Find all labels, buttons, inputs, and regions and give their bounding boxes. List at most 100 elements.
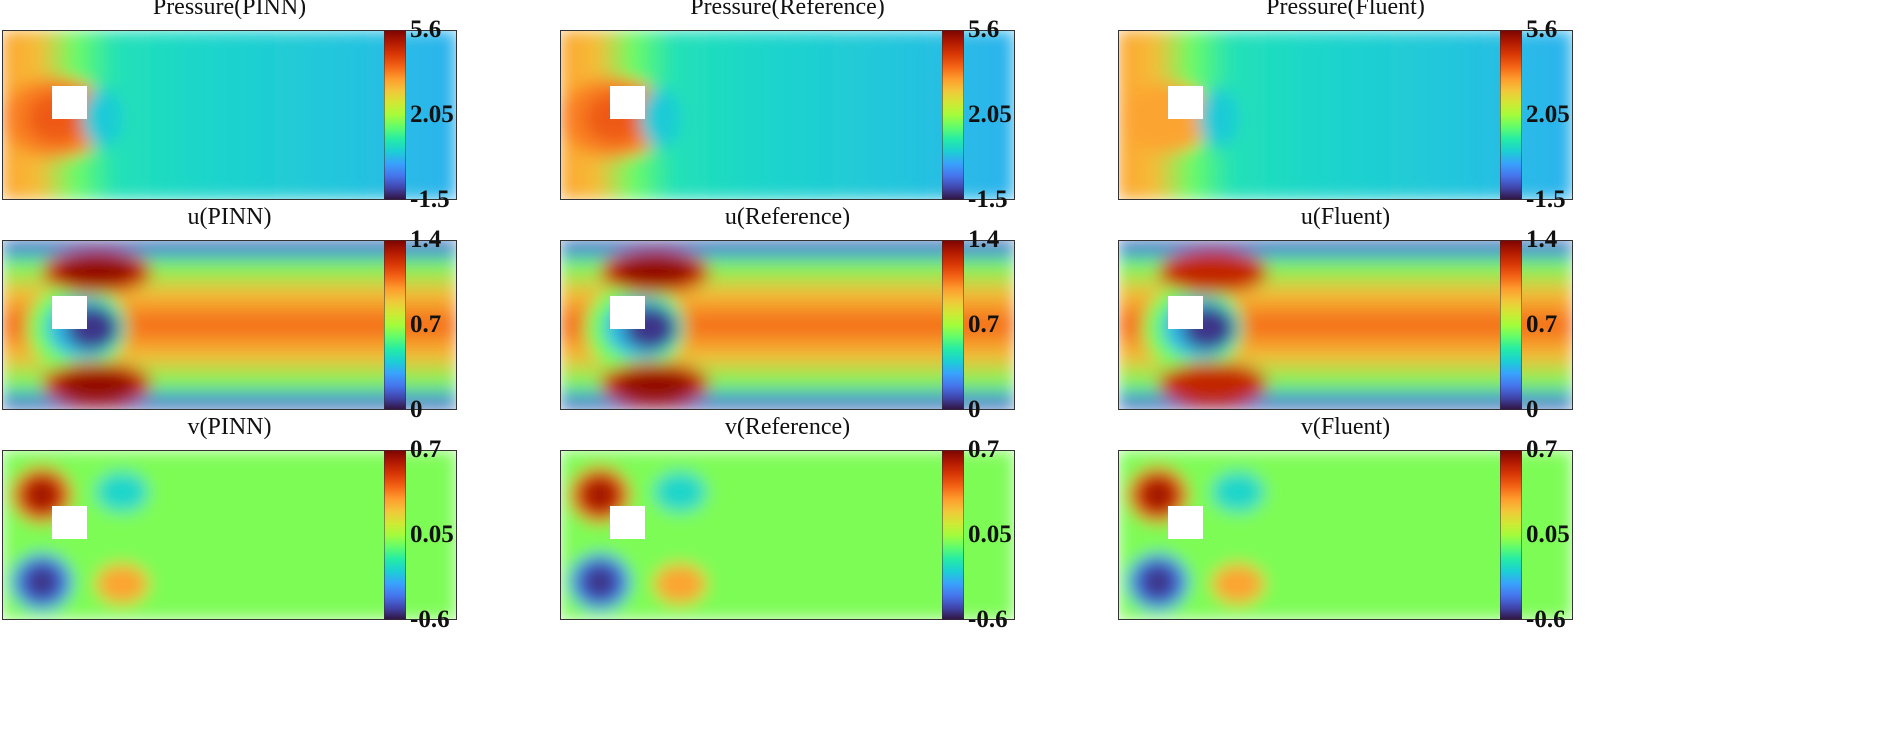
- downstream-positive-lobe: [1212, 564, 1264, 604]
- square-obstacle: [52, 506, 87, 539]
- colorbar-tick-label: 0: [968, 396, 981, 423]
- colorbar-tick-label: -0.6: [410, 606, 450, 633]
- upper-jet-core: [615, 255, 695, 285]
- square-obstacle: [610, 296, 645, 329]
- wake-low-pressure: [82, 88, 122, 148]
- colorbar-tick-label: 0.7: [1526, 311, 1558, 338]
- colorbar-gradient: [1500, 240, 1522, 410]
- colorbar-fill: [942, 240, 964, 410]
- colorbar-gradient: [384, 240, 406, 410]
- square-obstacle: [610, 86, 645, 119]
- upper-jet-core: [57, 255, 137, 285]
- colorbar: [942, 450, 964, 620]
- plot-panel-v-pinn: v(PINN) 0.7 0.05 -0.6: [2, 414, 457, 633]
- colorbar-fill: [1500, 450, 1522, 620]
- negative-v-core: [1140, 564, 1176, 600]
- plot-title: v(Fluent): [1300, 414, 1391, 440]
- colorbar-gradient: [942, 30, 964, 200]
- square-obstacle: [1168, 506, 1203, 539]
- downstream-negative-lobe: [654, 472, 706, 512]
- colorbar: [942, 240, 964, 410]
- field-heatmap: [2, 450, 457, 620]
- downstream-negative-lobe: [96, 472, 148, 512]
- colorbar-fill: [384, 30, 406, 200]
- colorbar: [1500, 30, 1522, 200]
- positive-v-core: [582, 477, 618, 513]
- plot-title: u(Reference): [724, 204, 851, 230]
- square-obstacle: [1168, 296, 1203, 329]
- colorbar-tick-label: -0.6: [1526, 606, 1566, 633]
- colorbar-tick-label: 1.4: [410, 226, 442, 253]
- plot-panel-u-fluent: u(Fluent) 1.4 0.7 0: [1118, 204, 1573, 423]
- plot-panel-pressure-pinn: Pressure(PINN) 5.6 2.05 -1.5: [2, 0, 457, 213]
- colorbar-tick-label: 0.05: [1526, 521, 1570, 548]
- plot-panel-pressure-fluent: Pressure(Fluent) 5.6 2.05 -1.5: [1118, 0, 1573, 213]
- colorbar-tick-label: 0: [1526, 396, 1539, 423]
- plot-title: Pressure(Reference): [690, 0, 885, 20]
- colorbar-gradient: [942, 450, 964, 620]
- colorbar-tick-label: 0.05: [968, 521, 1012, 548]
- colorbar-tick-label: 2.05: [410, 101, 454, 128]
- colorbar: [1500, 450, 1522, 620]
- colorbar-tick-label: -1.5: [410, 186, 450, 213]
- field-heatmap: [560, 30, 1015, 200]
- colorbar-tick-label: -0.6: [968, 606, 1008, 633]
- colorbar-fill: [384, 450, 406, 620]
- colorbar-tick-label: 0: [410, 396, 423, 423]
- colorbar-tick-label: 0.7: [968, 311, 1000, 338]
- colorbar: [384, 450, 406, 620]
- wake-low-pressure: [640, 88, 680, 148]
- colorbar-fill: [942, 450, 964, 620]
- field-heatmap: [1118, 450, 1573, 620]
- plot-title: Pressure(PINN): [152, 0, 307, 20]
- lower-jet-core: [57, 371, 137, 401]
- colorbar-tick-label: -1.5: [968, 186, 1008, 213]
- negative-v-core: [24, 564, 60, 600]
- plot-title: v(Reference): [724, 414, 851, 440]
- colorbar-fill: [1500, 30, 1522, 200]
- field-heatmap: [1118, 30, 1573, 200]
- field-heatmap: [1118, 240, 1573, 410]
- colorbar: [1500, 240, 1522, 410]
- downstream-positive-lobe: [96, 564, 148, 604]
- plot-panel-pressure-reference: Pressure(Reference) 5.6 2.05 -1.5: [560, 0, 1015, 213]
- field-heatmap: [560, 240, 1015, 410]
- field-heatmap: [2, 30, 457, 200]
- square-obstacle: [52, 86, 87, 119]
- colorbar: [384, 240, 406, 410]
- colorbar-gradient: [942, 240, 964, 410]
- colorbar-tick-label: 0.7: [410, 436, 442, 463]
- plot-panel-v-reference: v(Reference) 0.7 0.05 -0.6: [560, 414, 1015, 633]
- colorbar-tick-label: 5.6: [968, 16, 1000, 43]
- colorbar-tick-label: 2.05: [1526, 101, 1570, 128]
- lower-jet-core: [1173, 371, 1253, 401]
- plot-panel-v-fluent: v(Fluent) 0.7 0.05 -0.6: [1118, 414, 1573, 633]
- colorbar-tick-label: 0.05: [410, 521, 454, 548]
- colorbar-tick-label: 5.6: [410, 16, 442, 43]
- field-heatmap: [2, 240, 457, 410]
- wake-low-pressure: [1198, 88, 1238, 148]
- colorbar-fill: [384, 240, 406, 410]
- plot-title: u(Fluent): [1300, 204, 1391, 230]
- positive-v-core: [24, 477, 60, 513]
- colorbar: [942, 30, 964, 200]
- negative-v-core: [582, 564, 618, 600]
- colorbar-tick-label: 0.7: [410, 311, 442, 338]
- colorbar-gradient: [384, 450, 406, 620]
- colorbar-tick-label: 0.7: [968, 436, 1000, 463]
- downstream-positive-lobe: [654, 564, 706, 604]
- plot-title: Pressure(Fluent): [1266, 0, 1425, 20]
- positive-v-core: [1140, 477, 1176, 513]
- colorbar-tick-label: 2.05: [968, 101, 1012, 128]
- colorbar-gradient: [1500, 30, 1522, 200]
- colorbar-fill: [942, 30, 964, 200]
- colorbar-tick-label: -1.5: [1526, 186, 1566, 213]
- colorbar-gradient: [1500, 450, 1522, 620]
- plot-panel-u-pinn: u(PINN) 1.4 0.7 0: [2, 204, 457, 423]
- square-obstacle: [610, 506, 645, 539]
- field-layer: [2, 240, 457, 410]
- upper-jet-core: [1173, 255, 1253, 285]
- colorbar-tick-label: 5.6: [1526, 16, 1558, 43]
- downstream-negative-lobe: [1212, 472, 1264, 512]
- plot-title: v(PINN): [187, 414, 272, 440]
